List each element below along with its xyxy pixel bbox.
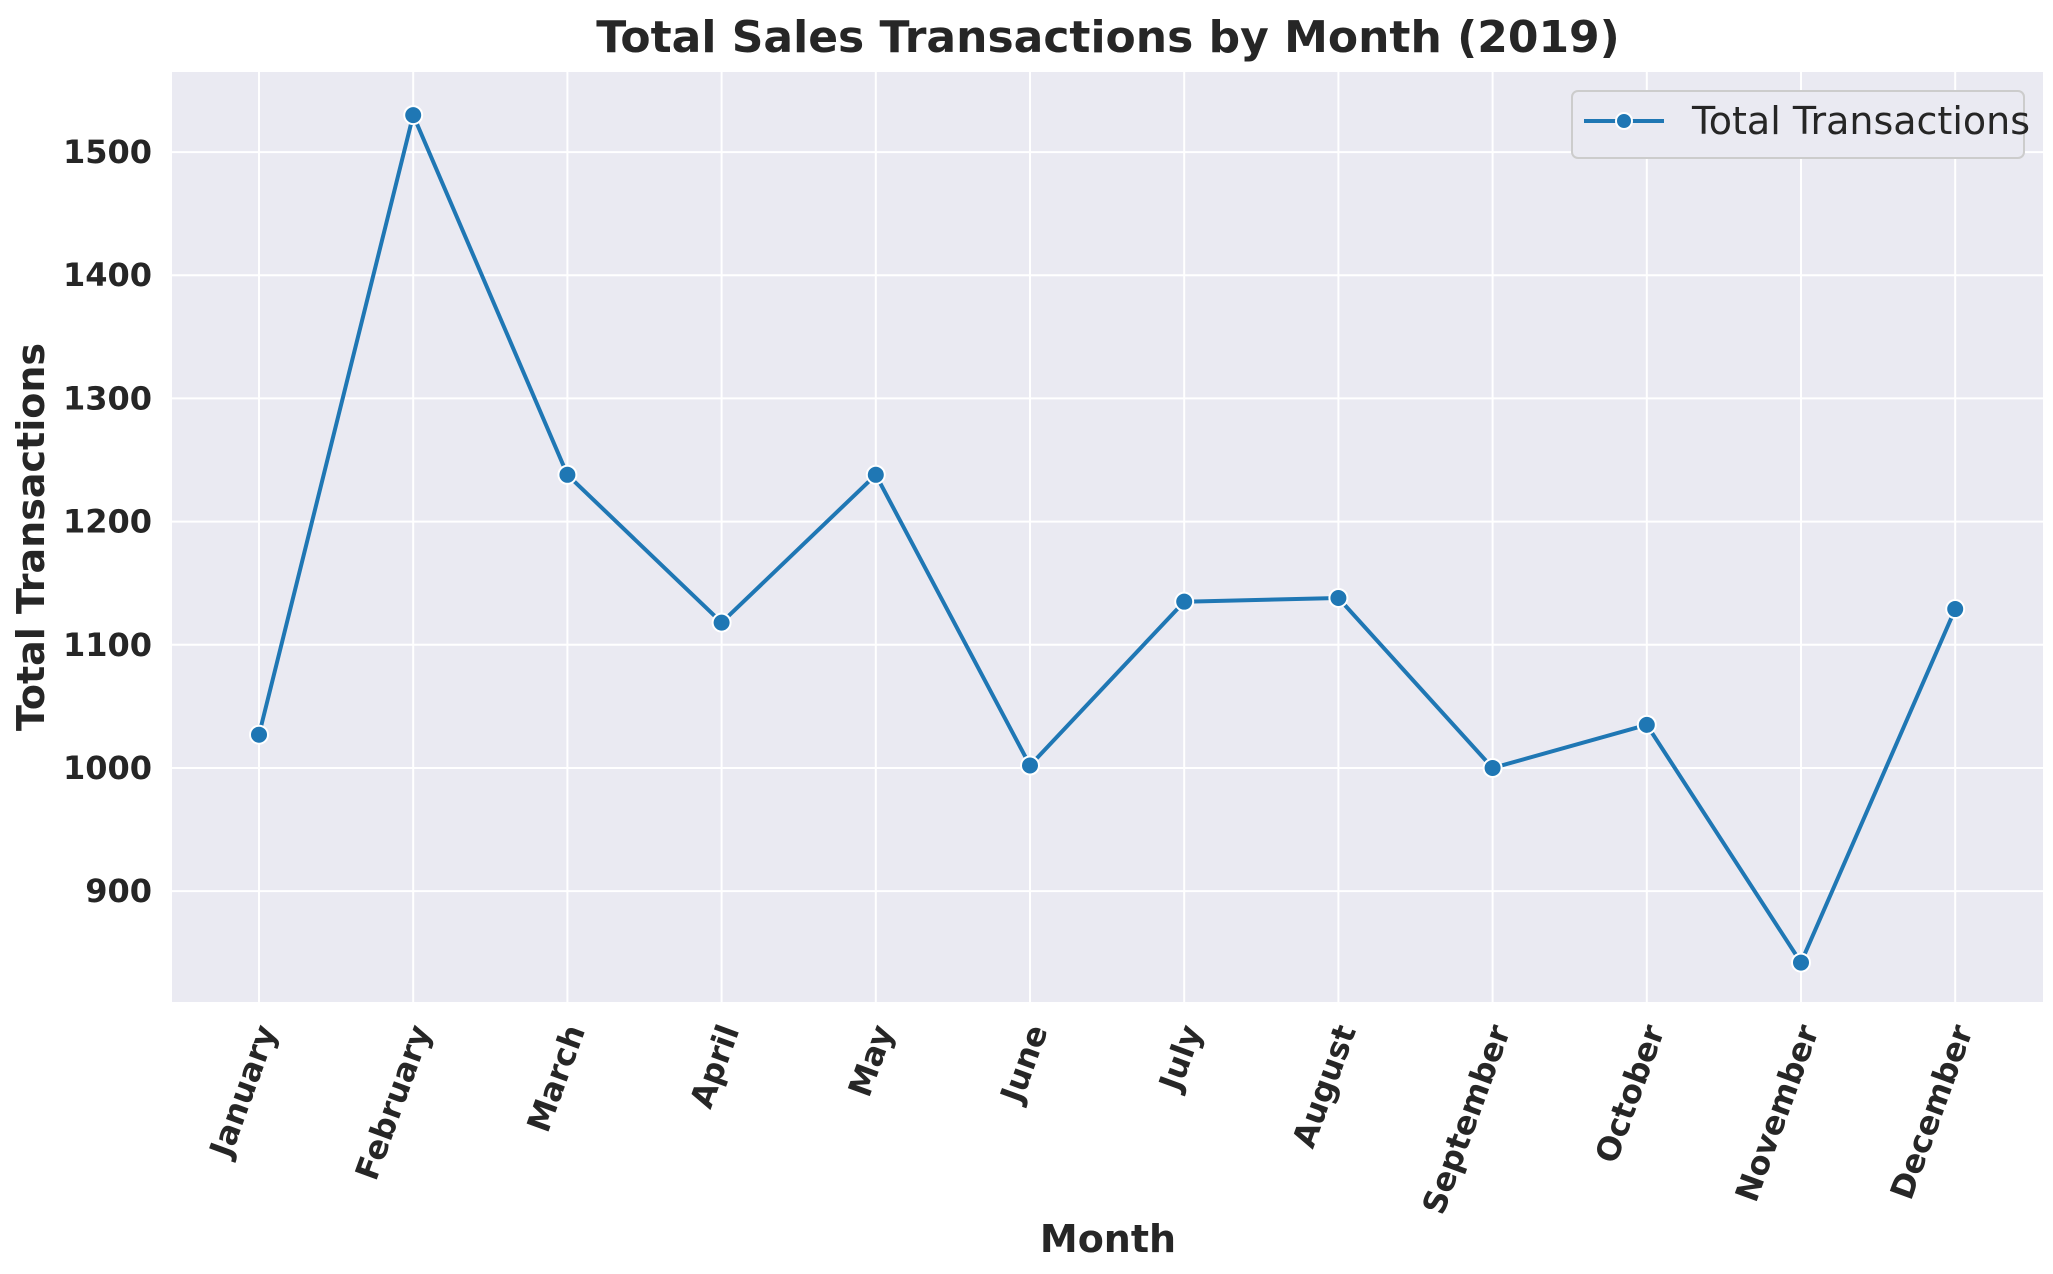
legend-label: Total Transactions (1691, 99, 2030, 143)
x-tick-label: November (1728, 1020, 1827, 1207)
y-tick-label: 1100 (63, 626, 152, 664)
y-tick-label: 1300 (63, 379, 152, 417)
data-point (1020, 755, 1040, 776)
chart-title: Total Sales Transactions by Month (2019) (596, 12, 1620, 63)
data-point (1636, 714, 1657, 735)
legend: Total Transactions (1571, 90, 2030, 159)
y-tick-label: 1000 (63, 749, 152, 787)
x-tick-label: May (841, 1020, 902, 1102)
data-point (1328, 587, 1349, 608)
data-point (1945, 599, 1966, 620)
data-point (1174, 591, 1195, 612)
data-point (865, 464, 886, 485)
x-tick-label: July (1151, 1020, 1210, 1098)
x-tick-label: October (1587, 1020, 1672, 1168)
x-tick-label: January (201, 1020, 284, 1164)
y-tick-label: 900 (85, 872, 152, 910)
y-tick-label: 1200 (63, 503, 152, 541)
x-tick-label: February (348, 1020, 439, 1185)
data-point (1482, 757, 1503, 778)
x-tick-label: April (682, 1020, 747, 1113)
x-tick-label: March (519, 1020, 593, 1137)
x-tick-label: December (1883, 1020, 1981, 1205)
legend-box (1571, 90, 2025, 159)
x-axis-label: Month (1040, 1217, 1176, 1261)
data-point (249, 724, 269, 745)
x-tick-label: September (1415, 1020, 1519, 1220)
legend-marker (1615, 112, 1633, 130)
series-line-total-transactions (257, 113, 1958, 965)
y-tick-label: 1400 (63, 256, 152, 294)
grid-lines (172, 72, 2043, 1002)
x-tick-label: August (1285, 1020, 1364, 1153)
data-points (249, 105, 1966, 973)
x-tick-label: June (992, 1020, 1055, 1109)
data-point (557, 464, 578, 485)
data-point (403, 105, 424, 126)
y-tick-label: 1500 (63, 133, 152, 171)
data-point (711, 612, 732, 633)
plot-area (172, 72, 2043, 1002)
y-axis-label: Total Transactions (9, 343, 53, 731)
data-point (1791, 952, 1811, 973)
